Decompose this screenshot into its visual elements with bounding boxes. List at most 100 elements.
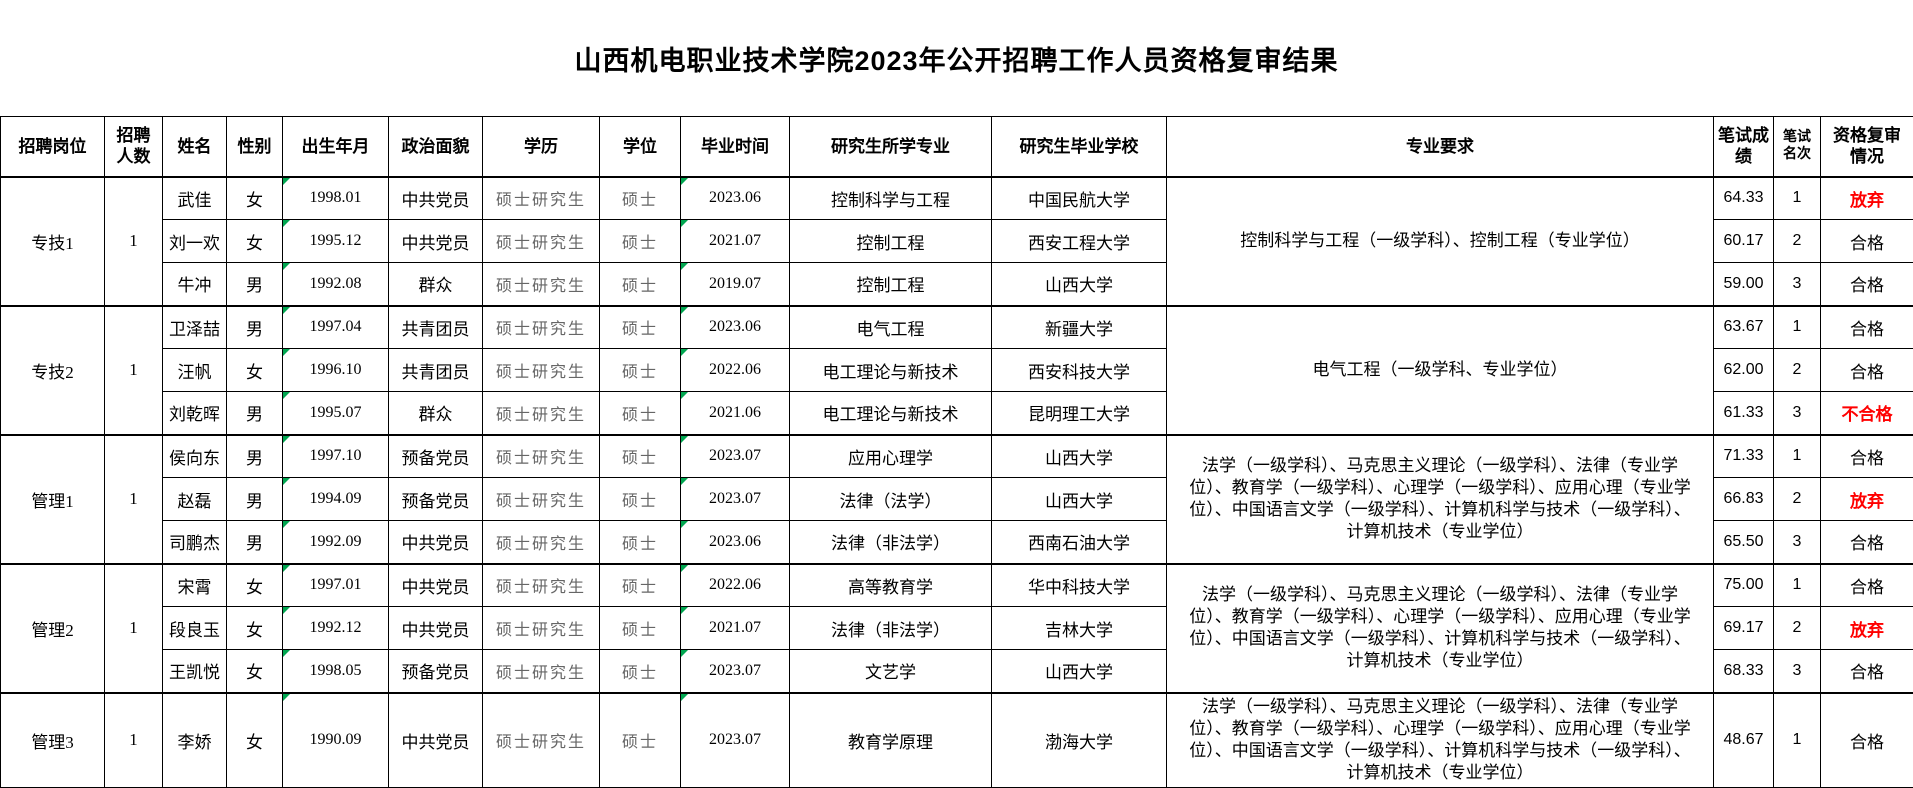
gender-cell: 男	[227, 478, 283, 521]
degree-cell: 硕士	[600, 435, 681, 478]
gender-cell: 男	[227, 435, 283, 478]
gender-cell: 女	[227, 650, 283, 693]
gender-cell: 男	[227, 392, 283, 435]
gender-cell: 男	[227, 306, 283, 349]
gender-cell: 男	[227, 263, 283, 306]
education-cell: 硕士研究生	[483, 607, 600, 650]
green-marker-icon	[681, 178, 688, 185]
birth-cell: 1997.04	[283, 306, 389, 349]
school-cell: 西安科技大学	[992, 349, 1167, 392]
gender-cell: 女	[227, 607, 283, 650]
green-marker-icon	[283, 178, 290, 185]
political-cell: 群众	[389, 263, 483, 306]
name-cell: 王凯悦	[163, 650, 227, 693]
green-marker-icon	[681, 565, 688, 572]
grad-time-cell: 2023.07	[681, 650, 790, 693]
degree-cell: 硕士	[600, 478, 681, 521]
name-cell: 武佳	[163, 177, 227, 220]
school-cell: 西安工程大学	[992, 220, 1167, 263]
school-cell: 新疆大学	[992, 306, 1167, 349]
column-header-review: 资格复审情况	[1821, 117, 1913, 177]
name-cell: 段良玉	[163, 607, 227, 650]
review-cell: 放弃	[1821, 177, 1913, 220]
education-cell: 硕士研究生	[483, 263, 600, 306]
education-cell: 硕士研究生	[483, 435, 600, 478]
political-cell: 中共党员	[389, 521, 483, 564]
education-cell: 硕士研究生	[483, 306, 600, 349]
score-cell: 75.00	[1714, 564, 1774, 607]
rank-cell: 1	[1774, 306, 1821, 349]
green-marker-icon	[283, 607, 290, 614]
green-marker-icon	[681, 263, 688, 270]
name-cell: 刘一欢	[163, 220, 227, 263]
grad-time-cell: 2023.07	[681, 478, 790, 521]
political-cell: 中共党员	[389, 564, 483, 607]
review-cell: 合格	[1821, 435, 1913, 478]
score-cell: 64.33	[1714, 177, 1774, 220]
column-header-gender: 性别	[227, 117, 283, 177]
major-cell: 法律（非法学）	[790, 607, 992, 650]
review-cell: 放弃	[1821, 478, 1913, 521]
gender-cell: 女	[227, 220, 283, 263]
degree-cell: 硕士	[600, 177, 681, 220]
education-cell: 硕士研究生	[483, 564, 600, 607]
name-cell: 汪帆	[163, 349, 227, 392]
score-cell: 68.33	[1714, 650, 1774, 693]
education-cell: 硕士研究生	[483, 693, 600, 788]
rank-cell: 3	[1774, 521, 1821, 564]
requirement-cell: 法学（一级学科）、马克思主义理论（一级学科）、法律（专业学位）、教育学（一级学科…	[1167, 693, 1714, 788]
green-marker-icon	[283, 694, 290, 701]
birth-cell: 1995.07	[283, 392, 389, 435]
education-cell: 硕士研究生	[483, 650, 600, 693]
education-cell: 硕士研究生	[483, 478, 600, 521]
position-cell: 管理3	[1, 693, 105, 788]
name-cell: 李娇	[163, 693, 227, 788]
grad-time-cell: 2023.06	[681, 521, 790, 564]
birth-cell: 1992.09	[283, 521, 389, 564]
grad-time-cell: 2023.07	[681, 435, 790, 478]
green-marker-icon	[283, 307, 290, 314]
school-cell: 渤海大学	[992, 693, 1167, 788]
green-marker-icon	[681, 694, 688, 701]
review-cell: 合格	[1821, 564, 1913, 607]
grad-time-cell: 2019.07	[681, 263, 790, 306]
openings-cell: 1	[105, 177, 163, 306]
review-cell: 合格	[1821, 349, 1913, 392]
major-cell: 法律（非法学）	[790, 521, 992, 564]
green-marker-icon	[681, 607, 688, 614]
political-cell: 共青团员	[389, 306, 483, 349]
degree-cell: 硕士	[600, 650, 681, 693]
birth-cell: 1994.09	[283, 478, 389, 521]
column-header-position: 招聘岗位	[1, 117, 105, 177]
political-cell: 群众	[389, 392, 483, 435]
name-cell: 牛冲	[163, 263, 227, 306]
rank-cell: 3	[1774, 392, 1821, 435]
major-cell: 控制科学与工程	[790, 177, 992, 220]
gender-cell: 男	[227, 521, 283, 564]
column-header-rank: 笔试名次	[1774, 117, 1821, 177]
major-cell: 文艺学	[790, 650, 992, 693]
rank-cell: 1	[1774, 693, 1821, 788]
grad-time-cell: 2021.06	[681, 392, 790, 435]
score-cell: 59.00	[1714, 263, 1774, 306]
green-marker-icon	[283, 521, 290, 528]
birth-cell: 1992.08	[283, 263, 389, 306]
review-cell: 合格	[1821, 521, 1913, 564]
school-cell: 山西大学	[992, 435, 1167, 478]
political-cell: 中共党员	[389, 693, 483, 788]
position-cell: 管理1	[1, 435, 105, 564]
score-cell: 62.00	[1714, 349, 1774, 392]
grad-time-cell: 2021.07	[681, 607, 790, 650]
school-cell: 吉林大学	[992, 607, 1167, 650]
education-cell: 硕士研究生	[483, 349, 600, 392]
green-marker-icon	[681, 478, 688, 485]
degree-cell: 硕士	[600, 607, 681, 650]
column-header-openings: 招聘人数	[105, 117, 163, 177]
school-cell: 中国民航大学	[992, 177, 1167, 220]
gender-cell: 女	[227, 693, 283, 788]
openings-cell: 1	[105, 693, 163, 788]
school-cell: 西南石油大学	[992, 521, 1167, 564]
degree-cell: 硕士	[600, 564, 681, 607]
